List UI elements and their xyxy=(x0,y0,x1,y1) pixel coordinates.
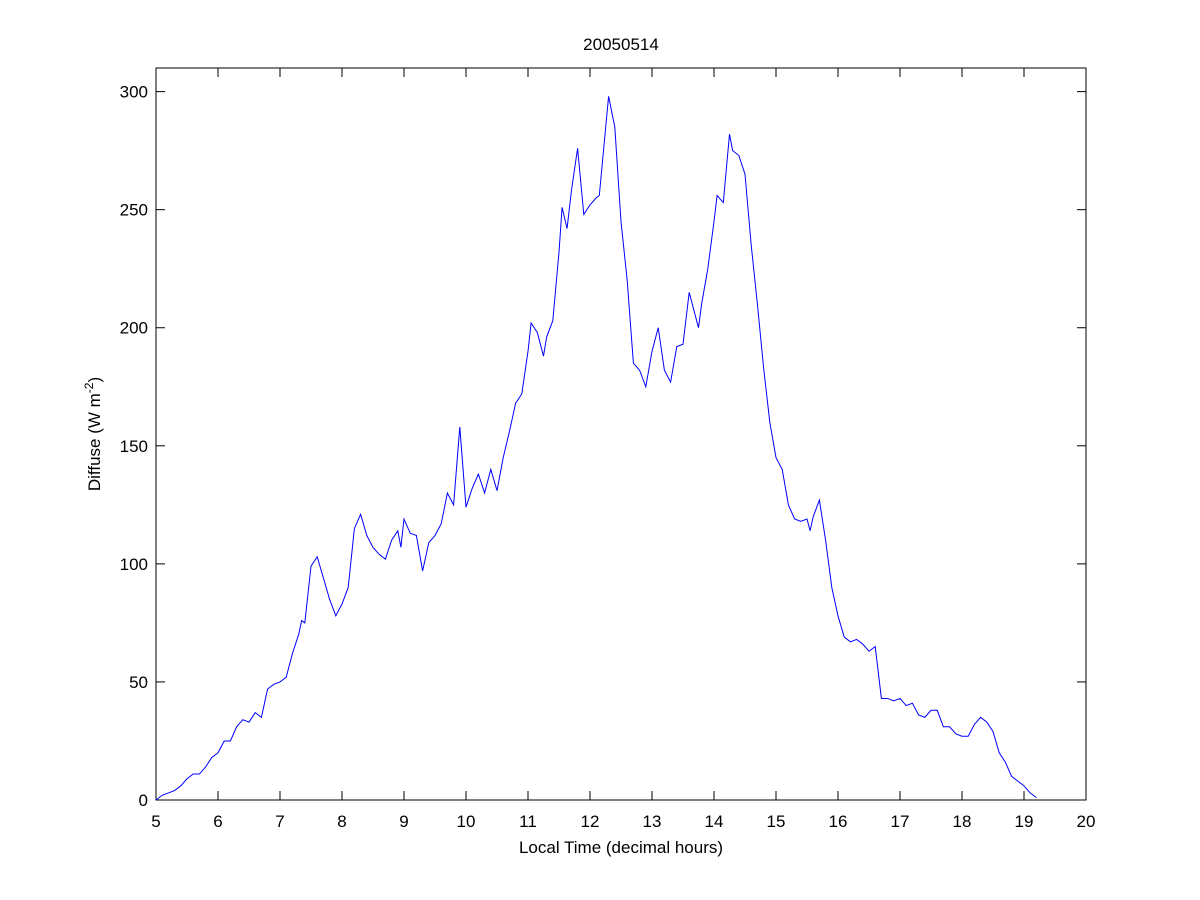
x-tick-label: 9 xyxy=(399,812,408,831)
y-tick-label: 300 xyxy=(120,83,148,102)
y-tick-label: 200 xyxy=(120,319,148,338)
plot-area xyxy=(155,67,1087,801)
y-axis-label: Diffuse (W m-2) xyxy=(82,377,104,491)
y-tick-label: 150 xyxy=(120,437,148,456)
x-tick-label: 6 xyxy=(213,812,222,831)
x-tick-label: 16 xyxy=(829,812,848,831)
y-tick-label: 100 xyxy=(120,555,148,574)
x-tick-label: 15 xyxy=(767,812,786,831)
data-line xyxy=(155,96,1037,801)
x-tick-label: 14 xyxy=(705,812,724,831)
y-tick-label: 50 xyxy=(129,673,148,692)
y-axis-label-part: Diffuse (W m xyxy=(85,393,104,491)
x-tick-label: 10 xyxy=(457,812,476,831)
x-tick-label: 8 xyxy=(337,812,346,831)
chart-title: 20050514 xyxy=(583,35,659,54)
y-tick-label: 0 xyxy=(139,791,148,810)
x-tick-label: 13 xyxy=(643,812,662,831)
y-tick-label: 250 xyxy=(120,201,148,220)
x-tick-label: 19 xyxy=(1015,812,1034,831)
x-tick-label: 18 xyxy=(953,812,972,831)
x-tick-label: 17 xyxy=(891,812,910,831)
x-axis-label: Local Time (decimal hours) xyxy=(519,838,723,857)
y-axis-label-part: ) xyxy=(85,377,104,383)
x-tick-label: 12 xyxy=(581,812,600,831)
x-tick-label: 5 xyxy=(151,812,160,831)
y-axis-label-sup: -2 xyxy=(82,382,96,393)
x-tick-label: 20 xyxy=(1077,812,1096,831)
x-tick-label: 11 xyxy=(519,812,537,831)
x-tick-label: 7 xyxy=(275,812,284,831)
